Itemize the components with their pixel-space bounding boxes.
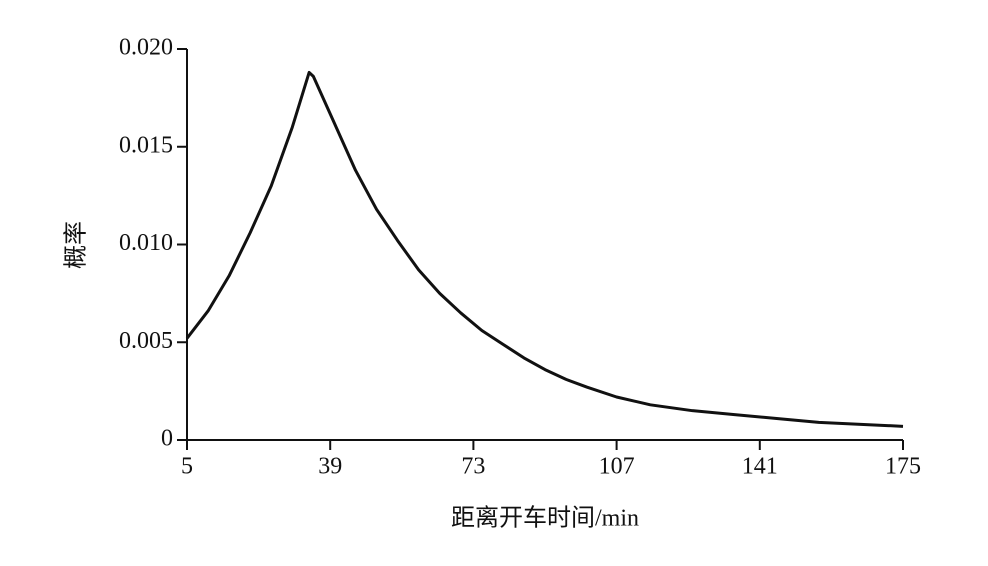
y-tick-label: 0 bbox=[161, 426, 173, 452]
y-tick-label: 0.005 bbox=[119, 328, 173, 354]
y-tick-label: 0.015 bbox=[119, 132, 173, 158]
x-tick-label: 39 bbox=[318, 454, 342, 480]
y-tick-label: 0.020 bbox=[119, 35, 173, 61]
x-axis-label: 距离开车时间/min bbox=[451, 505, 639, 532]
line bbox=[185, 70, 904, 428]
x-tick-label: 141 bbox=[742, 454, 778, 480]
y-tick-label: 0.010 bbox=[119, 230, 173, 256]
x-tick-label: 175 bbox=[885, 454, 921, 480]
x-tick-label: 5 bbox=[181, 454, 193, 480]
x-tick-label: 73 bbox=[461, 454, 485, 480]
y-axis-label: 概率 bbox=[63, 221, 90, 269]
x-tick-label: 107 bbox=[599, 454, 635, 480]
